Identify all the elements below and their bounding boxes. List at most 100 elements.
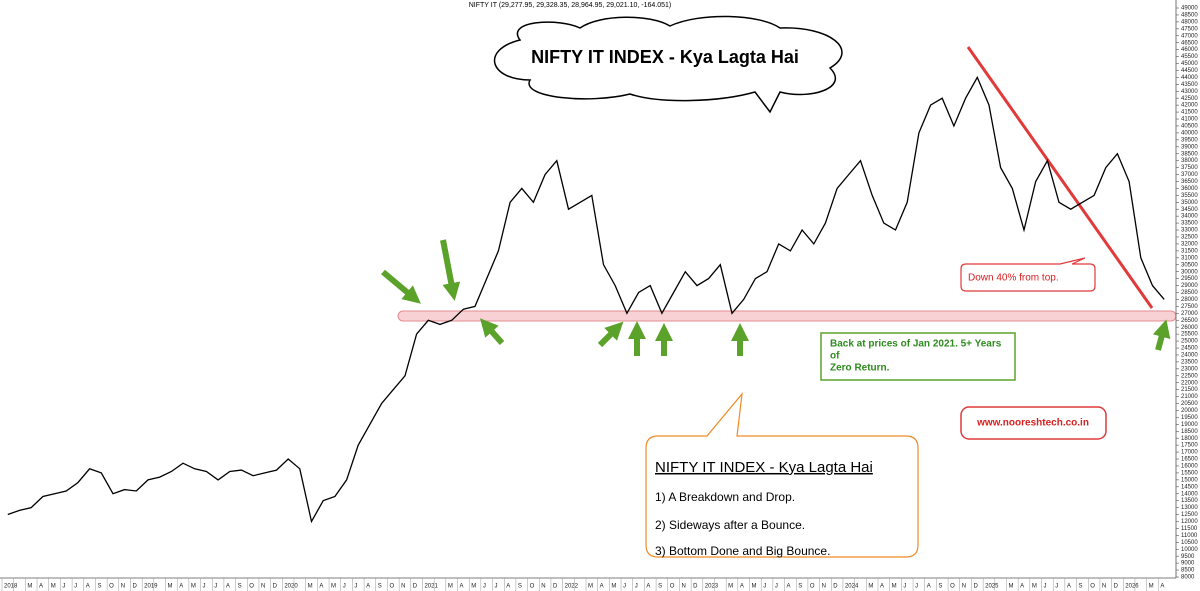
y-tick-label: 20000 bbox=[1181, 408, 1198, 414]
arrow bbox=[480, 318, 505, 345]
x-tick-label: J bbox=[343, 584, 346, 590]
x-tick-label: M bbox=[1149, 584, 1154, 590]
x-tick-label: O bbox=[109, 584, 114, 590]
x-tick-label: M bbox=[728, 584, 733, 590]
y-tick-label: 43500 bbox=[1181, 82, 1198, 88]
x-tick-label: M bbox=[752, 584, 757, 590]
x-tick-label: O bbox=[1090, 584, 1095, 590]
y-tick-label: 31500 bbox=[1181, 248, 1198, 254]
x-tick-label: J bbox=[775, 584, 778, 590]
summary-item: 3) Bottom Done and Big Bounce. bbox=[655, 544, 830, 558]
x-tick-label: J bbox=[635, 584, 638, 590]
y-tick-label: 49000 bbox=[1181, 6, 1198, 12]
y-tick-label: 25500 bbox=[1181, 332, 1198, 338]
x-tick-label: J bbox=[495, 584, 498, 590]
back-note: of bbox=[830, 351, 840, 362]
y-tick-label: 23500 bbox=[1181, 359, 1198, 365]
y-tick-label: 42500 bbox=[1181, 96, 1198, 102]
y-tick-label: 48000 bbox=[1181, 19, 1198, 25]
y-tick-label: 15000 bbox=[1181, 477, 1198, 483]
x-tick-label: N bbox=[822, 584, 826, 590]
x-tick-label: S bbox=[658, 584, 662, 590]
x-tick-label: 2019 bbox=[144, 584, 158, 590]
y-tick-label: 25000 bbox=[1181, 339, 1198, 345]
x-tick-label: M bbox=[331, 584, 336, 590]
y-tick-label: 18000 bbox=[1181, 436, 1198, 442]
x-tick-label: A bbox=[740, 584, 744, 590]
x-tick-label: A bbox=[366, 584, 370, 590]
website: www.nooreshtech.co.in bbox=[976, 418, 1089, 429]
x-tick-label: J bbox=[214, 584, 217, 590]
x-tick-label: A bbox=[1067, 584, 1071, 590]
x-tick-label: O bbox=[670, 584, 675, 590]
x-tick-label: 2018 bbox=[4, 584, 18, 590]
x-tick-label: D bbox=[132, 584, 137, 590]
y-tick-label: 16500 bbox=[1181, 457, 1198, 463]
x-tick-label: M bbox=[448, 584, 453, 590]
x-tick-label: A bbox=[646, 584, 650, 590]
y-tick-label: 20500 bbox=[1181, 401, 1198, 407]
y-tick-label: 19500 bbox=[1181, 415, 1198, 421]
y-tick-label: 21500 bbox=[1181, 387, 1198, 393]
y-tick-label: 17000 bbox=[1181, 450, 1198, 456]
y-tick-label: 30000 bbox=[1181, 269, 1198, 275]
x-tick-label: D bbox=[833, 584, 838, 590]
y-tick-label: 11500 bbox=[1181, 526, 1198, 532]
y-tick-label: 28500 bbox=[1181, 290, 1198, 296]
x-tick-label: O bbox=[249, 584, 254, 590]
y-tick-label: 36500 bbox=[1181, 179, 1198, 185]
y-tick-label: 35500 bbox=[1181, 193, 1198, 199]
y-tick-label: 48500 bbox=[1181, 13, 1198, 19]
y-tick-label: 22000 bbox=[1181, 380, 1198, 386]
x-tick-label: 2020 bbox=[284, 584, 298, 590]
x-tick-label: M bbox=[471, 584, 476, 590]
y-tick-label: 22500 bbox=[1181, 373, 1198, 379]
y-tick-label: 14500 bbox=[1181, 484, 1198, 490]
x-tick-label: O bbox=[389, 584, 394, 590]
x-tick-label: A bbox=[319, 584, 323, 590]
x-tick-label: O bbox=[950, 584, 955, 590]
x-tick-label: M bbox=[1032, 584, 1037, 590]
y-tick-label: 34500 bbox=[1181, 207, 1198, 213]
x-tick-label: S bbox=[1079, 584, 1083, 590]
arrow bbox=[440, 239, 461, 301]
down-callout bbox=[960, 257, 1096, 292]
summary-heading: NIFTY IT INDEX - Kya Lagta Hai bbox=[655, 459, 873, 476]
x-tick-label: A bbox=[880, 584, 884, 590]
y-tick-label: 43000 bbox=[1181, 89, 1198, 95]
y-tick-label: 26000 bbox=[1181, 325, 1198, 331]
y-tick-label: 18500 bbox=[1181, 429, 1198, 435]
y-tick-label: 41000 bbox=[1181, 117, 1198, 123]
y-tick-label: 27500 bbox=[1181, 304, 1198, 310]
title: NIFTY IT INDEX - Kya Lagta Hai bbox=[531, 47, 799, 67]
back-box bbox=[820, 332, 1016, 381]
y-tick-label: 38000 bbox=[1181, 158, 1198, 164]
x-tick-label: N bbox=[1102, 584, 1106, 590]
y-tick-label: 14000 bbox=[1181, 491, 1198, 497]
x-tick-label: N bbox=[121, 584, 125, 590]
trend-line bbox=[966, 46, 1154, 309]
y-tick-label: 32000 bbox=[1181, 242, 1198, 248]
y-tick-label: 46500 bbox=[1181, 40, 1198, 46]
x-tick-label: S bbox=[97, 584, 101, 590]
x-tick-label: M bbox=[191, 584, 196, 590]
x-tick-label: 2023 bbox=[705, 584, 719, 590]
y-tick-label: 44000 bbox=[1181, 75, 1198, 81]
x-tick-label: A bbox=[787, 584, 791, 590]
x-tick-label: S bbox=[938, 584, 942, 590]
y-tick-label: 15500 bbox=[1181, 470, 1198, 476]
x-tick-label: J bbox=[1044, 584, 1047, 590]
x-tick-label: M bbox=[1008, 584, 1013, 590]
x-tick-label: D bbox=[273, 584, 278, 590]
x-tick-label: A bbox=[226, 584, 230, 590]
x-tick-label: M bbox=[611, 584, 616, 590]
x-tick-label: J bbox=[74, 584, 77, 590]
summary-callout bbox=[645, 392, 919, 558]
x-tick-label: J bbox=[623, 584, 626, 590]
y-tick-label: 45500 bbox=[1181, 54, 1198, 60]
y-tick-label: 26500 bbox=[1181, 318, 1198, 324]
y-tick-label: 12500 bbox=[1181, 512, 1198, 518]
x-tick-label: S bbox=[378, 584, 382, 590]
x-tick-label: M bbox=[308, 584, 313, 590]
